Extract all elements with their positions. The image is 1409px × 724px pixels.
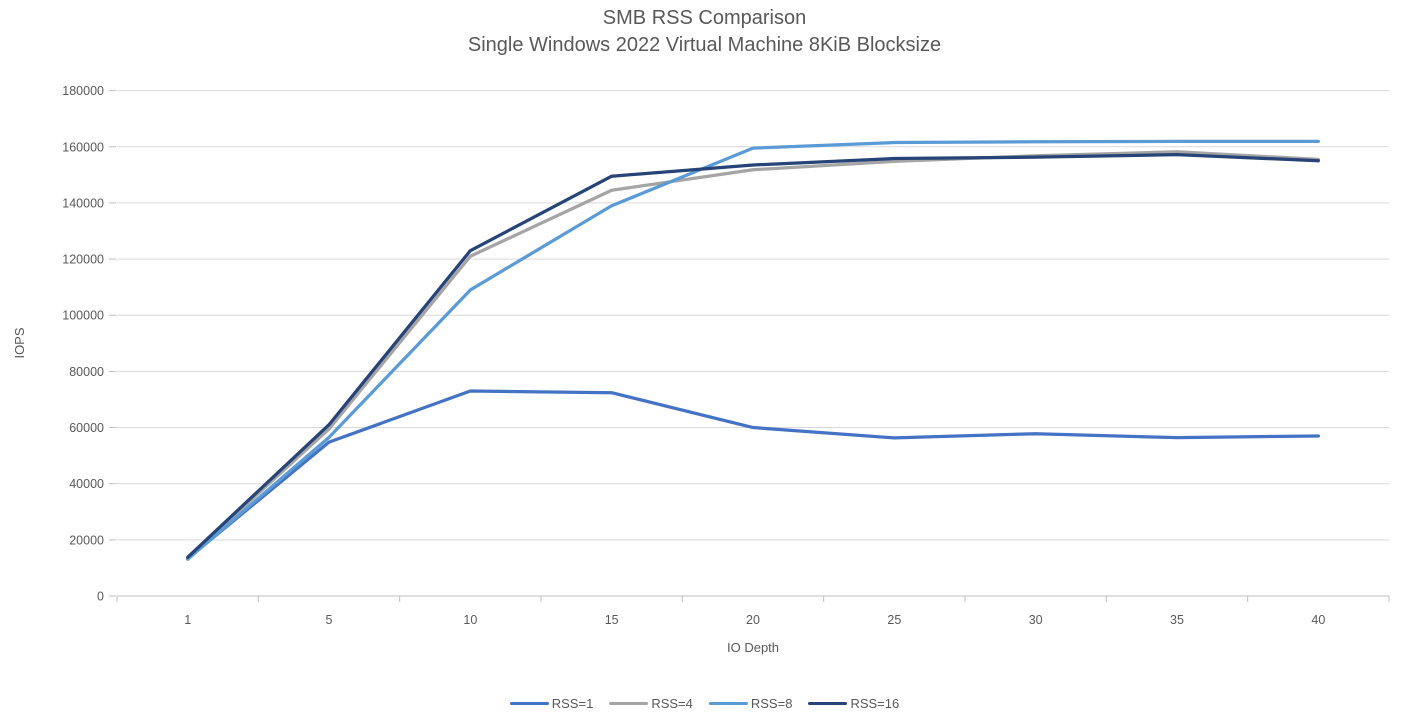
- series-line-rss-4: [186, 150, 1320, 560]
- chart-subtitle: Single Windows 2022 Virtual Machine 8KiB…: [467, 34, 942, 56]
- legend-label: RSS=8: [750, 696, 793, 711]
- legend-item-rss-16: RSS=16: [808, 696, 899, 711]
- y-tick-label: 40000: [69, 477, 104, 491]
- x-tick-label: 35: [1170, 613, 1184, 627]
- legend-swatch: [509, 702, 549, 705]
- legend-swatch: [609, 702, 649, 705]
- x-axis-title: IO Depth: [727, 640, 779, 655]
- legend-swatch: [808, 702, 848, 705]
- y-tick-label: 140000: [62, 196, 104, 210]
- x-tick-label: 20: [746, 613, 760, 627]
- x-tick-label: 40: [1311, 613, 1325, 627]
- x-tick-label: 15: [605, 613, 619, 627]
- y-tick-label: 100000: [62, 309, 104, 323]
- x-tick-label: 25: [887, 613, 901, 627]
- grid-layer: [117, 90, 1389, 541]
- chart-title-block: SMB RSS Comparison Single Windows 2022 V…: [0, 5, 1409, 59]
- y-tick-label: 20000: [69, 533, 104, 547]
- chart-title: SMB RSS Comparison: [602, 7, 807, 29]
- legend: RSS=1 RSS=4 RSS=8 RSS=16: [0, 696, 1409, 711]
- series-line-rss-1: [186, 389, 1320, 561]
- axis-layer: 0 20000 40000 60000 80000 100000 120000 140000 1…: [62, 84, 1390, 627]
- y-tick-label: 120000: [62, 253, 104, 267]
- legend-label: RSS=16: [850, 696, 900, 711]
- y-tick-label: 0: [97, 590, 104, 604]
- y-tick-label: 60000: [69, 421, 104, 435]
- legend-label: RSS=1: [551, 696, 594, 711]
- legend-swatch: [708, 702, 748, 705]
- y-tick-label: 160000: [62, 140, 104, 154]
- x-tick-label: 5: [326, 613, 333, 627]
- legend-item-rss-8: RSS=8: [708, 696, 793, 711]
- x-tick-label: 30: [1029, 613, 1043, 627]
- series-line-rss-16: [186, 152, 1320, 559]
- series-line-rss-8: [186, 139, 1320, 561]
- x-tick-label: 1: [184, 613, 191, 627]
- legend-item-rss-4: RSS=4: [609, 696, 693, 711]
- y-tick-label: 80000: [69, 365, 104, 379]
- y-tick-label: 180000: [62, 84, 104, 98]
- y-axis-title: IOPS: [12, 327, 27, 358]
- legend-item-rss-1: RSS=1: [509, 696, 594, 711]
- x-tick-label: 10: [463, 613, 477, 627]
- series-layer: [186, 139, 1320, 561]
- legend-label: RSS=4: [651, 696, 693, 711]
